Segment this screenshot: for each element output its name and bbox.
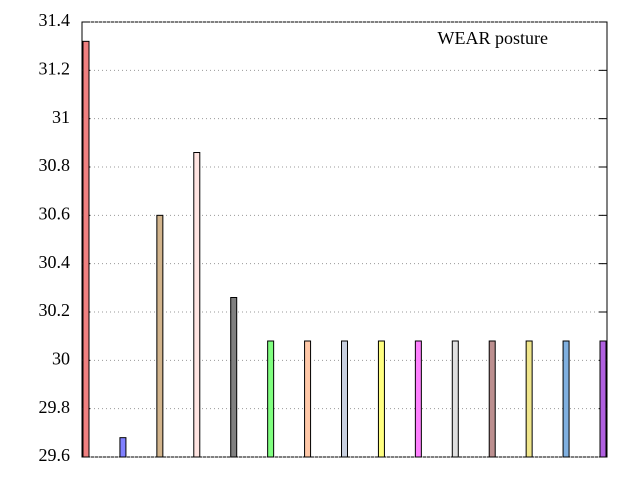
bar (156, 214, 164, 458)
y-tick-label: 30 (52, 348, 70, 368)
bar (119, 437, 127, 458)
bar (82, 40, 90, 458)
y-tick-label: 29.6 (39, 445, 71, 465)
bar (488, 340, 496, 458)
bar (230, 297, 238, 458)
bar (562, 340, 570, 458)
bar (451, 340, 459, 458)
bar (193, 152, 201, 458)
y-tick-label: 31.4 (39, 10, 71, 30)
bar (267, 340, 275, 458)
y-tick-label: 31 (52, 107, 70, 127)
y-tick-label: 30.6 (39, 203, 71, 223)
bar (599, 340, 607, 458)
bar (341, 340, 348, 458)
bar (377, 340, 385, 458)
y-tick-label: 30.4 (39, 252, 71, 272)
y-tick-label: 30.8 (39, 155, 71, 175)
bar (414, 340, 422, 458)
y-tick-label: 30.2 (39, 300, 71, 320)
bar (525, 340, 533, 458)
y-tick-label: 29.8 (39, 397, 71, 417)
annotation: WEAR posture (438, 28, 548, 48)
bar (304, 340, 312, 458)
y-tick-label: 31.2 (39, 58, 71, 78)
